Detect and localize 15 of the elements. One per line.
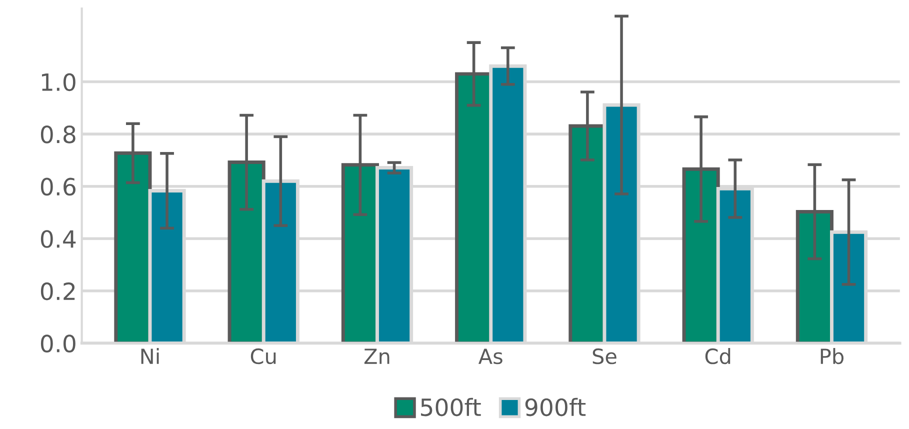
x-tick-label: Cu xyxy=(250,348,276,364)
x-tick-label: Zn xyxy=(364,348,390,364)
y-tick-label: 1.0 xyxy=(42,73,76,92)
x-tick-label: Se xyxy=(592,348,616,364)
x-tick-label: Cd xyxy=(705,348,730,364)
y-tick-label: 0.8 xyxy=(40,126,76,144)
legend-label: 900ft xyxy=(525,398,586,416)
y-tick-label: 0.4 xyxy=(40,230,76,248)
legend-label: 500ft xyxy=(421,398,481,416)
x-tick-label: As xyxy=(478,348,502,364)
y-tick-label: 0.0 xyxy=(40,334,76,353)
x-tick-label: Ni xyxy=(141,348,159,364)
y-tick-label: 0.2 xyxy=(40,282,75,300)
y-tick-label: 0.6 xyxy=(40,178,76,196)
x-tick-label: Pb xyxy=(820,348,844,364)
